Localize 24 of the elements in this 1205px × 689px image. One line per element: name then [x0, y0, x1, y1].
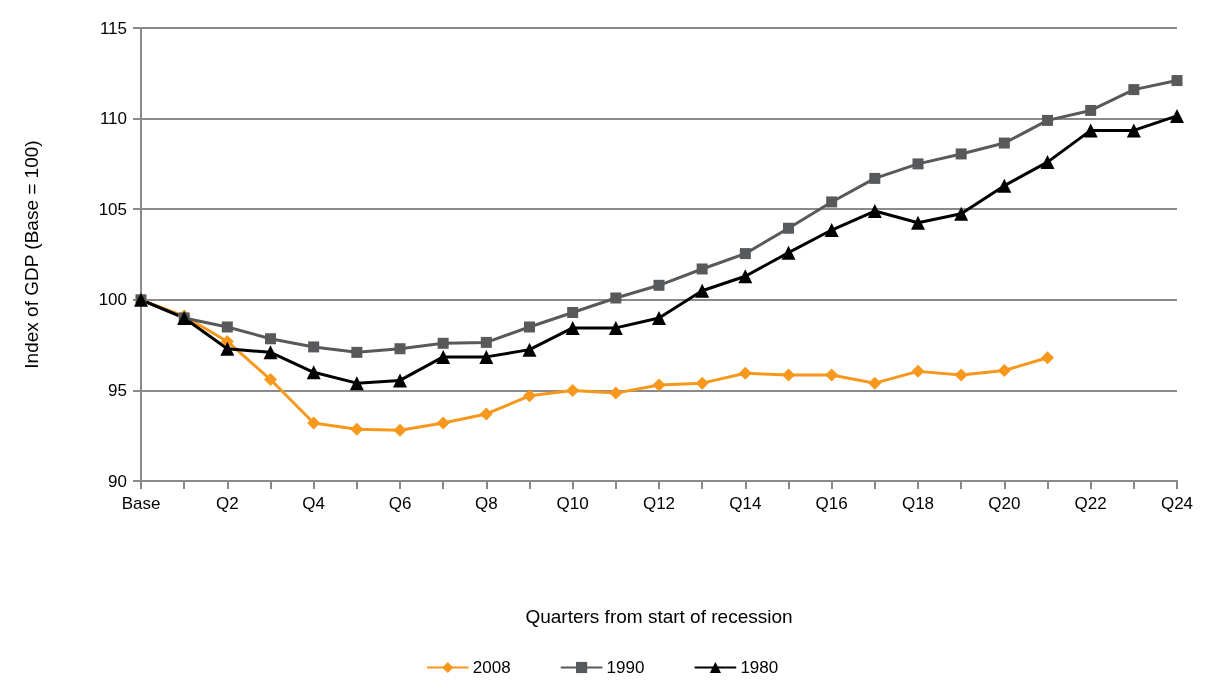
x-tick-label: Q24 [1160, 494, 1194, 513]
y-tick-label: 110 [99, 109, 127, 129]
y-axis-title: Index of GDP (Base = 100) [21, 140, 42, 369]
x-tick-label: Q14 [729, 494, 762, 513]
y-tick-label: 105 [98, 199, 127, 219]
y-tick-label: 95 [108, 380, 127, 400]
y-tick-label: 100 [98, 290, 127, 310]
legend-label: 1990 [606, 658, 645, 677]
y-tick-label: 115 [99, 18, 127, 38]
legend-label: 2008 [472, 658, 511, 677]
x-tick-label: Q22 [1074, 494, 1107, 513]
x-tick-label: Q16 [815, 494, 848, 513]
x-tick-label: Q12 [642, 494, 676, 513]
x-tick-label: Q20 [988, 494, 1021, 513]
x-tick-label: Q2 [215, 494, 239, 513]
legend-label: 1980 [740, 658, 779, 677]
x-tick-label: Q8 [474, 494, 498, 513]
x-tick-label: Q18 [901, 494, 935, 513]
x-axis-title: Quarters from start of recession [525, 606, 793, 627]
y-tick-label: 90 [108, 471, 127, 491]
x-tick-label: Q6 [388, 494, 412, 513]
x-tick-label: Base [121, 494, 161, 513]
x-tick-label: Q4 [302, 494, 326, 513]
x-tick-label: Q10 [556, 494, 589, 513]
